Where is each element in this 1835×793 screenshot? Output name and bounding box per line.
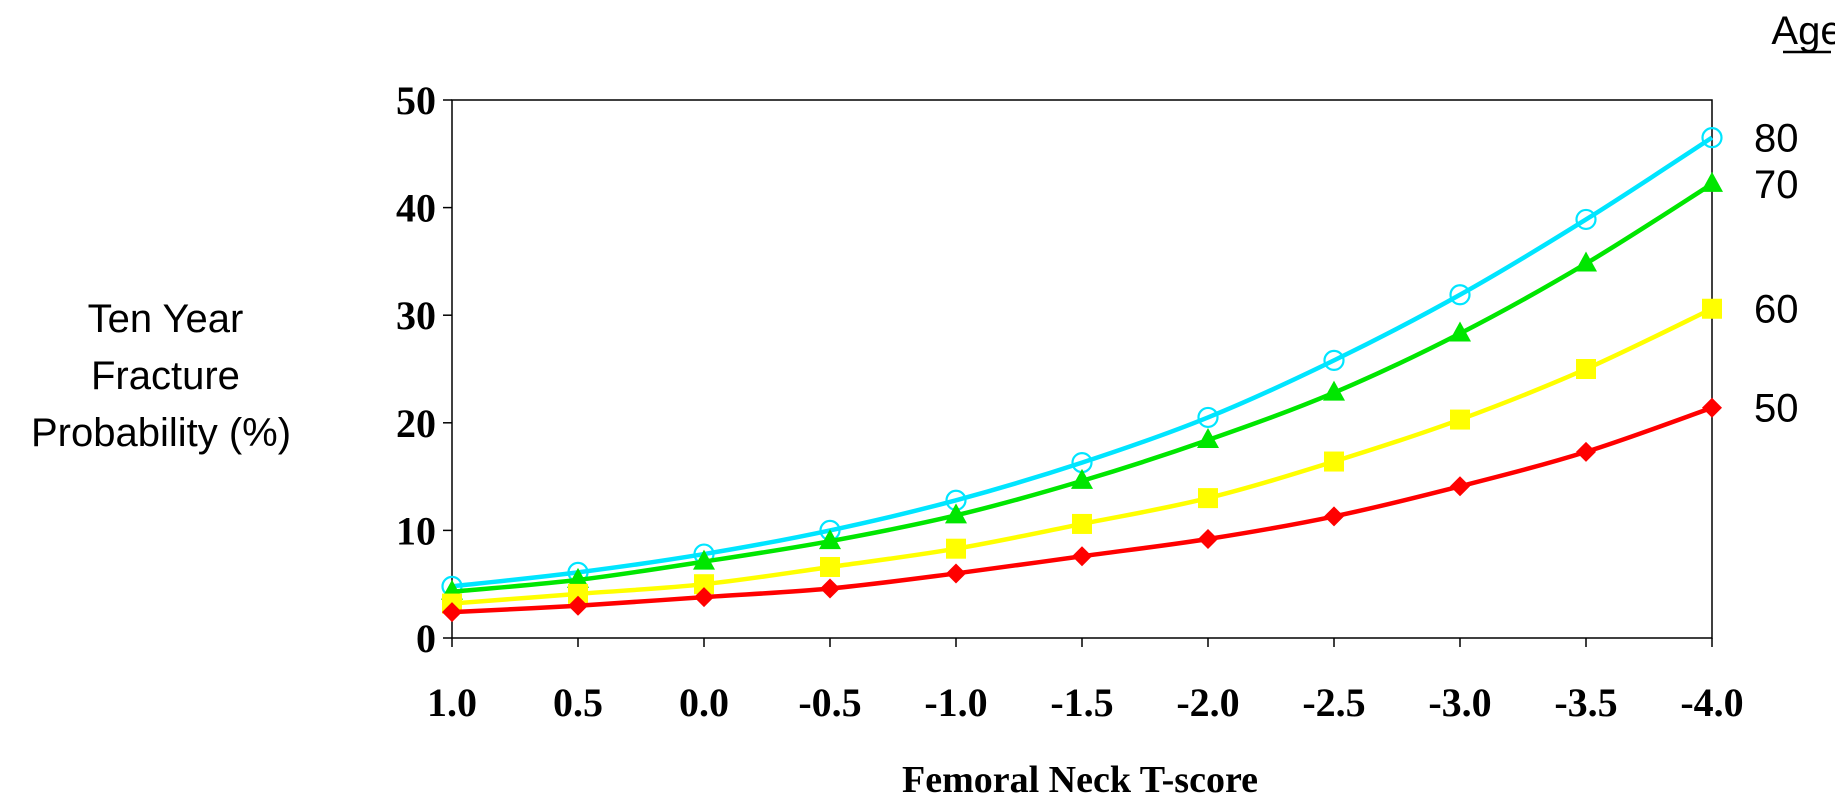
- data-point: [1576, 359, 1596, 379]
- data-point: [1197, 428, 1219, 449]
- x-tick-label: 1.0: [427, 680, 477, 725]
- data-point: [946, 538, 966, 559]
- y-tick-label: 50: [396, 78, 436, 123]
- data-point: [819, 529, 841, 550]
- x-tick-label: -3.0: [1428, 680, 1491, 725]
- data-point: [1323, 349, 1345, 371]
- legend-title: Age: [1771, 9, 1835, 53]
- series-lines: [441, 127, 1723, 623]
- data-point: [1575, 208, 1597, 231]
- y-tick-label: 30: [396, 293, 436, 338]
- data-point: [694, 587, 714, 608]
- y-axis-title-line-1: Ten Year: [88, 297, 244, 341]
- x-tick-label: -1.0: [924, 680, 987, 725]
- data-point: [693, 549, 715, 570]
- legend-label-age-80: 80: [1754, 117, 1799, 161]
- data-point: [1197, 406, 1219, 429]
- y-tick-label: 20: [396, 401, 436, 446]
- y-axis-title-line-3: Probability (%): [31, 411, 291, 455]
- data-point: [1576, 441, 1596, 462]
- series-age-70: [441, 171, 1723, 600]
- y-tick-label: 10: [396, 508, 436, 553]
- data-point: [820, 556, 840, 577]
- x-tick-label: -0.5: [798, 680, 861, 725]
- series-line: [451, 405, 1713, 615]
- x-tick-label: -2.0: [1176, 680, 1239, 725]
- x-axis-title: Femoral Neck T-score: [902, 759, 1258, 793]
- data-point: [1449, 284, 1471, 306]
- x-tick-label: -3.5: [1554, 680, 1617, 725]
- data-point: [1702, 397, 1722, 418]
- legend-label-age-50: 50: [1754, 387, 1799, 431]
- data-point: [442, 602, 462, 623]
- data-point: [1702, 298, 1722, 319]
- x-axis-ticks: 1.0 0.5 0.0 -0.5 -1.0 -1.5 -2.0 -2.5 -3.0 -3.5 -4.…: [427, 638, 1744, 725]
- series-line: [451, 135, 1714, 589]
- x-tick-label: -1.5: [1050, 680, 1113, 725]
- data-point: [1072, 546, 1092, 567]
- legend-label-age-60: 60: [1754, 288, 1799, 332]
- x-tick-label: -2.5: [1302, 680, 1365, 725]
- data-point: [1324, 506, 1344, 527]
- data-point: [1449, 321, 1471, 342]
- data-point: [945, 503, 967, 524]
- legend-label-age-70: 70: [1754, 163, 1799, 207]
- data-point: [567, 567, 589, 588]
- x-tick-label: -4.0: [1680, 680, 1743, 725]
- data-point: [820, 578, 840, 599]
- data-point: [1701, 127, 1723, 149]
- y-axis-ticks: 0 10 20 30 40 50: [396, 78, 452, 661]
- data-point: [946, 563, 966, 584]
- data-point: [1575, 251, 1597, 272]
- x-tick-label: 0.5: [553, 680, 603, 725]
- data-point: [1071, 468, 1093, 489]
- y-tick-label: 0: [416, 616, 436, 661]
- data-point: [1450, 476, 1470, 497]
- data-point: [1198, 529, 1218, 550]
- data-point: [1323, 380, 1345, 401]
- y-axis-title: Ten Year Fracture Probability (%): [31, 297, 291, 455]
- data-point: [568, 583, 588, 604]
- data-point: [1324, 451, 1344, 472]
- y-axis-title-line-2: Fracture: [91, 354, 240, 398]
- data-point: [1072, 513, 1092, 534]
- data-point: [1198, 488, 1218, 509]
- y-tick-label: 40: [396, 186, 436, 231]
- x-tick-label: 0.0: [679, 680, 729, 725]
- series-age-50: [442, 397, 1722, 623]
- data-point: [1701, 171, 1723, 192]
- series-age-60: [442, 298, 1722, 614]
- data-point: [1450, 409, 1470, 430]
- data-point: [694, 574, 714, 595]
- data-point: [568, 595, 588, 616]
